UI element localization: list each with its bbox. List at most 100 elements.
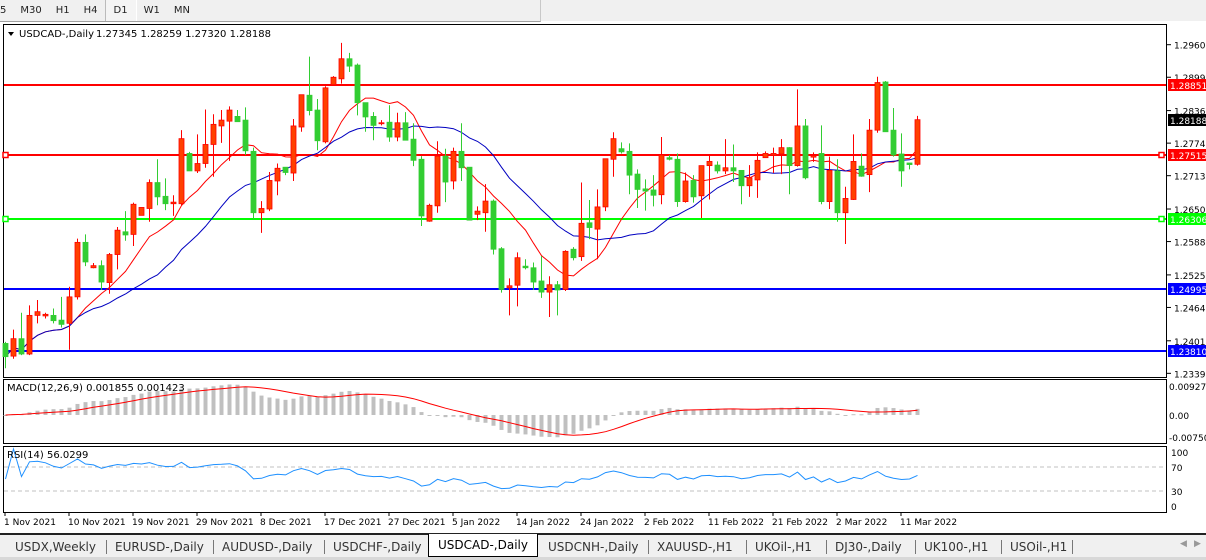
candle-bear	[586, 222, 593, 228]
triangle-down-icon[interactable]	[8, 32, 14, 36]
level-price-label: 1.24995	[1170, 286, 1206, 296]
candle-bull	[138, 207, 145, 216]
timeframe-w1[interactable]: W1	[143, 5, 160, 16]
macd-histogram-bar	[627, 411, 632, 415]
macd-histogram-bar	[427, 415, 432, 416]
candle-bear	[802, 125, 809, 179]
candle-bull	[378, 122, 385, 125]
tab-dj30-daily[interactable]: DJ30-,Daily	[835, 540, 902, 554]
tab-audusd-daily[interactable]: AUDUSD-,Daily	[222, 540, 313, 554]
macd-histogram-bar	[851, 414, 856, 416]
macd-histogram-bar	[763, 408, 768, 415]
timeframe-m30[interactable]: M30	[20, 5, 42, 16]
candle-bear	[234, 116, 241, 123]
macd-histogram-bar	[419, 412, 424, 415]
timeframe-h4[interactable]: H4	[83, 5, 98, 16]
rsi-panel	[4, 447, 1166, 492]
tab-usdchf-daily[interactable]: USDCHF-,Daily	[333, 540, 422, 554]
macd-histogram-bar	[491, 415, 496, 426]
candle-bear	[442, 155, 449, 183]
level-anchor	[1158, 215, 1165, 223]
timeframe-mn[interactable]: MN	[173, 5, 190, 16]
rsi-tick-label: 30	[1171, 488, 1183, 498]
macd-histogram-bar	[843, 415, 848, 416]
candle-bear	[402, 122, 409, 141]
macd-histogram-bar	[171, 391, 176, 415]
candle-bull	[226, 109, 233, 122]
price-tick-label: 1.29605	[1174, 42, 1206, 52]
tab-xauusd-h1[interactable]: XAUUSD-,H1	[657, 540, 733, 554]
candle-bear	[642, 188, 649, 192]
candle-bull	[762, 153, 769, 159]
macd-histogram-bar	[739, 409, 744, 415]
tab-separator	[1072, 540, 1073, 554]
macd-histogram-bar	[275, 398, 280, 415]
scroll-left-icon[interactable]: ◀	[1180, 539, 1187, 549]
tab-separator	[826, 540, 827, 554]
macd-histogram-bar	[595, 415, 600, 426]
timeframe-h1[interactable]: H1	[55, 5, 70, 16]
tab-usdcnh-daily[interactable]: USDCNH-,Daily	[548, 540, 639, 554]
date-label: 24 Jan 2022	[580, 518, 634, 528]
chart-area[interactable]: 1.296051.289901.283601.277451.271301.265…	[0, 0, 1206, 533]
candle-bull	[434, 155, 441, 207]
macd-histogram-bar	[475, 415, 480, 422]
date-label: 19 Nov 2021	[132, 518, 190, 528]
price-tick-label: 1.23395	[1174, 370, 1206, 380]
macd-histogram-bar	[611, 415, 616, 416]
tab-ukoil-h1[interactable]: UKOil-,H1	[755, 540, 812, 554]
candle-bull	[546, 284, 553, 293]
price-axis[interactable]: 1.296051.289901.283601.277451.271301.265…	[1167, 42, 1206, 513]
timeframe-d1[interactable]: D1	[104, 0, 137, 21]
macd-histogram-bar	[915, 408, 920, 415]
macd-histogram-bar	[131, 394, 136, 415]
tab-separator	[746, 540, 747, 554]
macd-histogram-bar	[803, 408, 808, 415]
candle-bull	[706, 160, 713, 167]
candle-bull	[474, 210, 481, 215]
tab-uk100-h1[interactable]: UK100-,H1	[924, 540, 989, 554]
macd-histogram-bar	[619, 412, 624, 415]
status-strip	[0, 557, 1206, 560]
candle-bull	[722, 167, 729, 172]
candle-bear	[674, 158, 681, 203]
main-panel-frame	[3, 24, 1167, 378]
symbol-label: USDCAD-,Daily	[19, 29, 94, 40]
candle-bull	[146, 182, 153, 209]
tab-usoil-h1[interactable]: USOil-,H1	[1010, 540, 1068, 554]
tab-usdx-weekly[interactable]: USDX,Weekly	[15, 540, 96, 554]
candle-bear	[162, 195, 169, 205]
macd-histogram-bar	[451, 415, 456, 417]
rsi-tick-label: 100	[1171, 449, 1188, 459]
level-price-tag	[1168, 79, 1206, 91]
macd-histogram-bar	[299, 396, 304, 415]
price-tick-label: 1.26500	[1174, 206, 1206, 216]
level-price-tag	[1168, 213, 1206, 225]
macd-histogram-bar	[163, 391, 168, 415]
tab-eurusd-daily[interactable]: EURUSD-,Daily	[115, 540, 204, 554]
macd-histogram-bar	[339, 391, 344, 415]
chart-header: USDCAD-,Daily 1.27345 1.28259 1.27320 1.…	[8, 29, 271, 40]
candle-bear	[314, 109, 321, 142]
candle-bull	[754, 159, 761, 181]
macd-histogram-bar	[379, 398, 384, 415]
level-anchor	[2, 215, 9, 223]
macd-histogram-bar	[643, 410, 648, 415]
macd-histogram-bar	[779, 407, 784, 415]
timeframe-toolbar: 5 M30 H1 H4 D1 W1 MN	[0, 0, 541, 22]
rsi-label: RSI(14) 56.0299	[7, 450, 88, 461]
candle-bull	[602, 158, 609, 208]
macd-histogram-bar	[187, 388, 192, 415]
price-tick-label: 1.24010	[1174, 338, 1206, 348]
timeframe-5[interactable]: 5	[0, 5, 7, 16]
candle-bull	[578, 222, 585, 258]
candle-bear	[530, 267, 537, 283]
date-label: 2 Feb 2022	[644, 518, 694, 528]
candle-bull	[178, 138, 185, 205]
candle-bull	[770, 153, 777, 156]
scroll-right-icon[interactable]: ▶	[1194, 539, 1201, 549]
macd-histogram-bar	[115, 398, 120, 415]
tab-usdcad-daily[interactable]: USDCAD-,Daily	[428, 534, 538, 557]
macd-histogram-bar	[539, 415, 544, 437]
candle-bear	[858, 165, 865, 177]
